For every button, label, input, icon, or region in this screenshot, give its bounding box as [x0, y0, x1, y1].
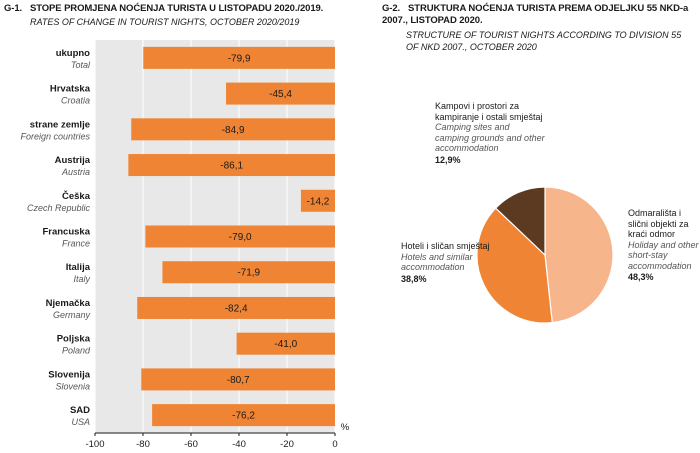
pie-label-holiday: Odmarališta i slični objekti za kraći od…: [628, 208, 700, 283]
bar-value-label: -82,4: [225, 303, 248, 314]
pie-slice-camping: [494, 186, 546, 257]
bar: [300, 189, 335, 212]
category-label: Češka: [62, 190, 91, 202]
category-label: strane zemlje: [30, 119, 90, 130]
category-label-en: Austria: [61, 167, 90, 177]
bar: [226, 82, 335, 105]
chart2-subtitle: STRUCTURE OF TOURIST NIGHTS ACCORDING TO…: [406, 30, 682, 52]
bar: [145, 225, 335, 248]
category-label: Austrija: [55, 155, 91, 166]
pie-label-hotels: Hoteli i sličan smještaj Hotels and simi…: [401, 241, 491, 284]
bar-value-label: -79,0: [229, 232, 252, 243]
x-axis-unit: %: [341, 422, 350, 433]
category-label: Poljska: [57, 334, 91, 345]
chart1-title: G-1. STOPE PROMJENA NOĆENJA TURISTA U LIS…: [4, 3, 364, 15]
bar-value-label: -71,9: [237, 268, 260, 279]
category-label: Njemačka: [46, 298, 91, 309]
pie-label-holiday-en: Holiday and other short-stay accommodati…: [628, 239, 699, 271]
category-label-en: Czech Republic: [27, 203, 91, 213]
pie-label-holiday-hr: Odmarališta i slični objekti za kraći od…: [628, 208, 689, 239]
chart2-title: G-2. STRUKTURA NOĆENJA TURISTA PREMA ODJE…: [382, 3, 692, 27]
pie-label-holiday-value: 48,3%: [628, 272, 654, 282]
x-tick-label: -20: [280, 439, 294, 450]
category-label: Italija: [66, 262, 91, 273]
x-tick-label: -80: [136, 439, 150, 450]
category-label: ukupno: [56, 48, 90, 59]
pie-label-camping-hr: Kampovi i prostori za kampiranje i ostal…: [435, 101, 543, 122]
category-label-en: Italy: [73, 274, 90, 284]
bar: [236, 332, 335, 355]
bar-value-label: -84,9: [222, 125, 245, 136]
chart1-title-text: STOPE PROMJENA NOĆENJA TURISTA U LISTOPA…: [30, 3, 324, 14]
x-tick-label: -100: [85, 439, 104, 450]
category-label-en: Total: [71, 60, 91, 70]
category-label-en: Poland: [62, 346, 91, 356]
category-label-en: France: [62, 239, 90, 249]
bar: [162, 261, 335, 284]
category-label-en: Germany: [53, 310, 91, 320]
category-label: Slovenija: [48, 369, 90, 380]
category-label-en: Croatia: [61, 96, 90, 106]
bar-value-label: -86,1: [220, 161, 243, 172]
category-label: Francuska: [42, 227, 90, 238]
chart2-title-text: STRUKTURA NOĆENJA TURISTA PREMA ODJELJKU…: [382, 3, 689, 26]
bar-value-label: -80,7: [227, 375, 250, 386]
chart1-number: G-1.: [4, 3, 23, 14]
x-tick-label: 0: [332, 439, 337, 450]
pie-chart: [476, 186, 614, 324]
bar-value-label: -41,0: [274, 339, 297, 350]
bar: [152, 404, 335, 427]
pie-label-camping: Kampovi i prostori za kampiranje i ostal…: [435, 101, 545, 165]
pie-slice-holiday: [544, 186, 614, 324]
x-tick-label: -40: [232, 439, 246, 450]
bar-value-label: -76,2: [232, 411, 255, 422]
category-label: Hrvatska: [50, 84, 91, 95]
bar: [128, 154, 335, 177]
pie-label-hotels-value: 38,8%: [401, 273, 427, 284]
bar-value-label: -45,4: [269, 89, 292, 100]
chart2-number: G-2.: [382, 3, 401, 14]
category-label: SAD: [70, 405, 90, 416]
category-label-en: USA: [71, 417, 90, 427]
category-label-en: Slovenia: [55, 381, 90, 391]
pie-label-hotels-en: Hotels and similar accommodation: [401, 251, 473, 273]
pie-label-camping-en: Camping sites and camping grounds and ot…: [435, 122, 545, 153]
bar-value-label: -79,9: [228, 53, 251, 64]
bar: [131, 118, 335, 141]
bar: [141, 368, 335, 391]
bar-value-label: -14,2: [307, 196, 330, 207]
pie-label-hotels-hr: Hoteli i sličan smještaj: [401, 241, 490, 251]
chart1-subtitle: RATES OF CHANGE IN TOURIST NIGHTS, OCTOB…: [30, 17, 300, 27]
pie-label-camping-value: 12,9%: [435, 154, 461, 165]
x-tick-label: -60: [184, 439, 198, 450]
category-label-en: Foreign countries: [20, 131, 90, 141]
bar: [143, 46, 335, 69]
pie-slice-hotels: [476, 207, 553, 324]
bar: [137, 296, 335, 319]
